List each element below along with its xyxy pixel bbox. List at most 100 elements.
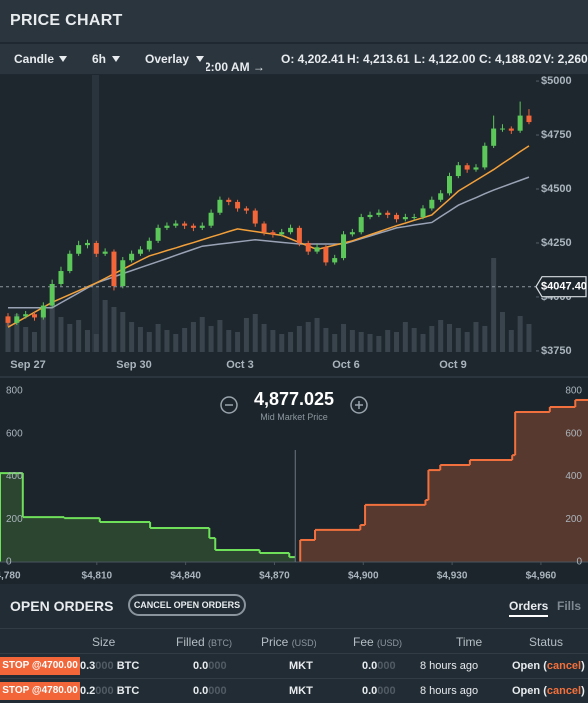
cancel-link[interactable]: cancel: [546, 685, 582, 697]
orders-tab[interactable]: Orders: [509, 599, 549, 617]
toolbar: Candle 6h Overlay 2:00 AM → O: 4,202.41 …: [0, 44, 588, 74]
order-time: 8 hours ago: [420, 685, 479, 697]
volume-bar: [49, 304, 55, 352]
candle-body: [137, 249, 143, 254]
volume-bar: [429, 326, 435, 352]
y2-tick-label: 200: [565, 514, 582, 525]
zoom-in[interactable]: [350, 396, 368, 414]
candle-body: [5, 316, 11, 323]
paren: (: [543, 660, 547, 672]
candle-body: [49, 283, 55, 306]
section-title: OPEN ORDERS: [10, 598, 114, 614]
mid-price: 4,877.025: [253, 389, 335, 409]
order-size: 0.3000 BTC: [80, 660, 139, 672]
candle-body: [314, 247, 320, 252]
separator: [0, 376, 588, 378]
order-fee: 0.0000: [362, 685, 396, 697]
candle-body: [367, 214, 373, 218]
volume-bar: [252, 314, 258, 352]
column-unit: (USD): [291, 638, 317, 648]
candle-body: [491, 128, 497, 146]
ohlc-low: L: 4,122.00: [414, 52, 476, 66]
volume-bar: [208, 326, 214, 352]
volume-bar: [164, 330, 170, 352]
x-tick-label: $4,840: [170, 571, 201, 582]
bids-area: [0, 473, 296, 562]
volume-bar: [76, 320, 82, 352]
order-filled: 0.0000: [193, 660, 227, 672]
candle-body: [499, 128, 505, 130]
cancel-link[interactable]: cancel: [546, 660, 582, 672]
volume-bar: [31, 332, 37, 352]
current-price-box: [535, 276, 587, 298]
candle-body: [349, 232, 355, 235]
volume-bar: [182, 328, 188, 352]
candle-body: [429, 199, 435, 209]
volume-bar: [199, 317, 205, 352]
overlay-dropdown[interactable]: Overlay: [145, 52, 190, 66]
volume-bar: [314, 318, 320, 352]
x-tick-label: Oct 9: [439, 359, 467, 371]
candle-body: [252, 210, 258, 224]
volume-bar: [526, 324, 532, 352]
paren: ): [581, 685, 585, 697]
candle-body: [182, 223, 188, 226]
chart-type-dropdown[interactable]: Candle: [14, 52, 55, 66]
candle-body: [270, 232, 276, 235]
candle-body: [447, 176, 452, 194]
candle-time: 2:00 AM →: [206, 60, 265, 74]
volume-bar: [482, 326, 488, 352]
x-tick-label: $4,960: [526, 571, 557, 582]
candle-body: [226, 199, 232, 202]
candle-body: [438, 193, 444, 200]
order-tag: STOP @4780.00: [0, 682, 80, 700]
mid-price-box: 4,877.025 Mid Market Price: [194, 389, 394, 422]
volume-bar: [235, 332, 241, 352]
candle-body: [23, 314, 29, 317]
candle-body: [420, 208, 426, 218]
volume-bar: [447, 324, 452, 352]
moving-average: [7, 145, 530, 328]
interval-dropdown[interactable]: 6h: [92, 52, 107, 66]
status-text: Open: [512, 685, 541, 697]
candle-body: [84, 242, 90, 246]
size-unit: BTC: [116, 660, 140, 672]
order-row: STOP @4780.00 0.2000 BTC 0.0000 MKT 0.0000 8 …: [0, 678, 588, 703]
candle-body: [14, 316, 20, 323]
column-header: Filled (BTC): [176, 635, 232, 649]
candle-body: [261, 223, 267, 233]
candle-body: [76, 245, 82, 254]
candle-body: [155, 227, 161, 241]
table-header: Size Filled (BTC) Price (USD) Fee (USD) …: [0, 628, 588, 653]
x-tick-label: Oct 3: [226, 359, 254, 371]
column-header: Time: [456, 635, 483, 649]
fills-tab[interactable]: Fills: [557, 599, 582, 613]
candle-body: [323, 247, 329, 263]
candle-body: [526, 115, 532, 123]
order-row: STOP @4700.00 0.3000 BTC 0.0000 MKT 0.0000 8 …: [0, 653, 588, 678]
dropdown-arrow: [112, 56, 120, 62]
volume-bar: [120, 312, 126, 352]
volume-bar: [473, 322, 479, 352]
x-tick-label: $4,900: [348, 571, 379, 582]
current-price-label: $4047.40: [541, 281, 587, 293]
filled-value: 0.0: [193, 660, 209, 672]
volume-bar: [376, 336, 382, 352]
volume-bar: [332, 334, 338, 352]
candle-body: [508, 128, 514, 131]
cancel-all-button[interactable]: CANCEL OPEN ORDERS: [128, 594, 246, 616]
volume-bar: [102, 300, 108, 352]
candle-body: [332, 258, 338, 263]
order-price: MKT: [289, 685, 313, 697]
volume-bar: [243, 318, 249, 352]
candle-body: [305, 242, 311, 252]
volume-bar: [491, 258, 497, 352]
volume-bar: [411, 328, 417, 352]
candle-body: [464, 165, 470, 170]
volume-bar: [296, 326, 302, 352]
column-header: Fee (USD): [353, 635, 402, 649]
zoom-out[interactable]: [220, 396, 238, 414]
volume-bar: [464, 332, 470, 352]
volume-bar: [5, 322, 11, 352]
